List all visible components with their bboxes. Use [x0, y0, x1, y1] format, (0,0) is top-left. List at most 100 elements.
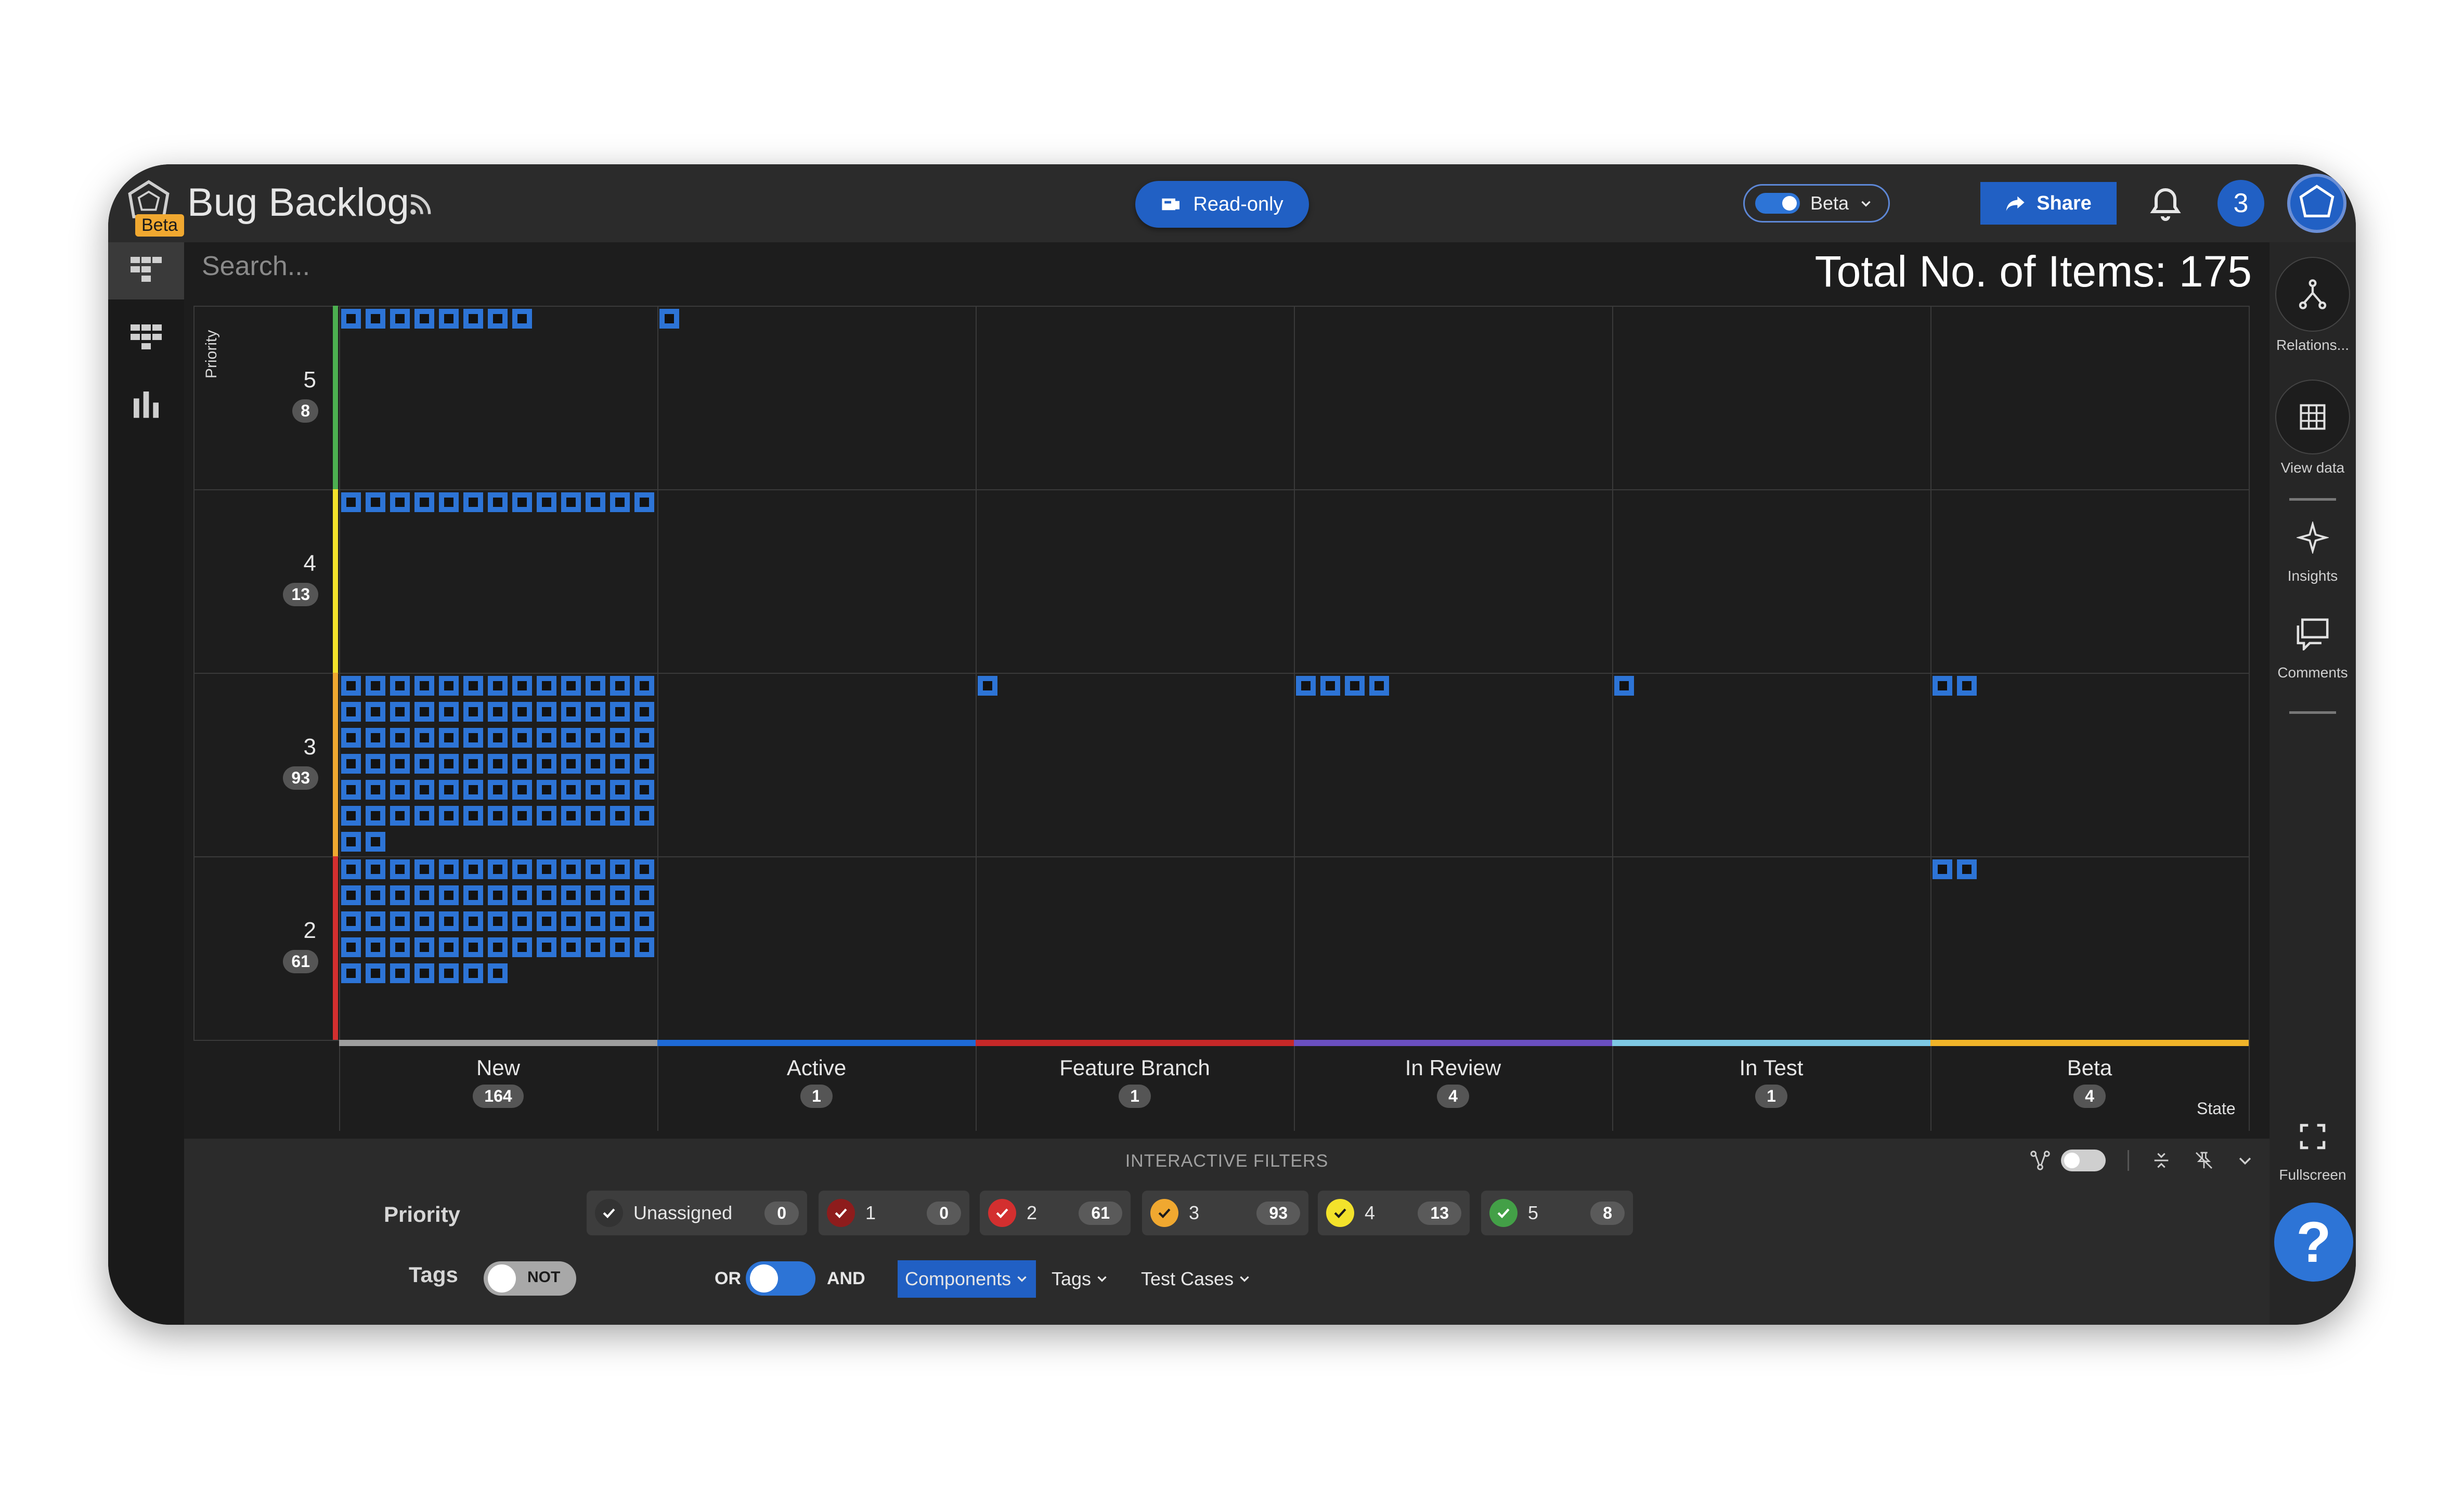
work-item[interactable]: [463, 676, 483, 696]
work-item[interactable]: [512, 676, 532, 696]
tag-dropdown[interactable]: Components: [898, 1260, 1036, 1298]
unpin-icon[interactable]: [2194, 1150, 2214, 1171]
state-column-header[interactable]: In Test 1: [1612, 1055, 1930, 1108]
work-item[interactable]: [512, 492, 532, 512]
work-item[interactable]: [414, 806, 434, 826]
work-item[interactable]: [512, 702, 532, 722]
work-item[interactable]: [586, 676, 605, 696]
work-item[interactable]: [488, 806, 508, 826]
work-item[interactable]: [463, 859, 483, 879]
work-item[interactable]: [463, 754, 483, 774]
work-item[interactable]: [341, 885, 361, 905]
work-item[interactable]: [1957, 676, 1977, 696]
beta-switch[interactable]: [1755, 193, 1800, 214]
work-item[interactable]: [488, 728, 508, 748]
work-item[interactable]: [439, 885, 459, 905]
work-item[interactable]: [537, 937, 556, 957]
work-item[interactable]: [537, 911, 556, 931]
work-item[interactable]: [561, 911, 581, 931]
work-item[interactable]: [439, 780, 459, 800]
work-item[interactable]: [463, 937, 483, 957]
state-column-header[interactable]: In Review 4: [1294, 1055, 1612, 1108]
work-item[interactable]: [634, 492, 654, 512]
work-item[interactable]: [512, 728, 532, 748]
work-item[interactable]: [512, 911, 532, 931]
work-item[interactable]: [586, 780, 605, 800]
work-item[interactable]: [341, 832, 361, 852]
work-item[interactable]: [512, 885, 532, 905]
work-item[interactable]: [341, 702, 361, 722]
work-item[interactable]: [366, 728, 385, 748]
work-item[interactable]: [439, 492, 459, 512]
work-item[interactable]: [610, 937, 630, 957]
work-item[interactable]: [586, 728, 605, 748]
work-item[interactable]: [390, 937, 410, 957]
work-item[interactable]: [439, 702, 459, 722]
work-item[interactable]: [366, 309, 385, 329]
work-item[interactable]: [634, 702, 654, 722]
work-item[interactable]: [366, 937, 385, 957]
work-item[interactable]: [463, 702, 483, 722]
work-item[interactable]: [1957, 859, 1977, 879]
fullscreen-button[interactable]: Fullscreen: [2270, 1111, 2356, 1183]
work-item[interactable]: [1345, 676, 1365, 696]
work-item[interactable]: [366, 492, 385, 512]
work-item[interactable]: [366, 754, 385, 774]
work-item[interactable]: [610, 806, 630, 826]
work-item[interactable]: [463, 780, 483, 800]
work-item[interactable]: [390, 963, 410, 983]
work-item[interactable]: [341, 754, 361, 774]
work-item[interactable]: [659, 309, 679, 329]
work-item[interactable]: [561, 780, 581, 800]
work-item[interactable]: [390, 859, 410, 879]
work-item[interactable]: [414, 963, 434, 983]
work-item[interactable]: [488, 702, 508, 722]
read-only-button[interactable]: Read-only: [1135, 181, 1309, 228]
work-item[interactable]: [414, 676, 434, 696]
work-item[interactable]: [634, 859, 654, 879]
work-item[interactable]: [634, 754, 654, 774]
work-item[interactable]: [512, 309, 532, 329]
work-item[interactable]: [537, 728, 556, 748]
work-item[interactable]: [586, 859, 605, 879]
work-item[interactable]: [610, 911, 630, 931]
work-item[interactable]: [512, 754, 532, 774]
work-item[interactable]: [390, 780, 410, 800]
work-item[interactable]: [488, 937, 508, 957]
work-item[interactable]: [366, 780, 385, 800]
work-item[interactable]: [463, 963, 483, 983]
work-item[interactable]: [414, 911, 434, 931]
work-item[interactable]: [439, 728, 459, 748]
work-item[interactable]: [439, 859, 459, 879]
work-item[interactable]: [366, 676, 385, 696]
work-item[interactable]: [341, 676, 361, 696]
work-item[interactable]: [414, 492, 434, 512]
state-column-header[interactable]: Active 1: [657, 1055, 976, 1108]
priority-chip[interactable]: 4 13: [1318, 1191, 1470, 1235]
work-item[interactable]: [463, 492, 483, 512]
work-item[interactable]: [561, 754, 581, 774]
work-item[interactable]: [390, 885, 410, 905]
priority-chip[interactable]: 2 61: [980, 1191, 1131, 1235]
work-item[interactable]: [586, 885, 605, 905]
work-item[interactable]: [463, 806, 483, 826]
work-item[interactable]: [610, 754, 630, 774]
work-item[interactable]: [512, 937, 532, 957]
work-item[interactable]: [610, 885, 630, 905]
work-item[interactable]: [366, 806, 385, 826]
work-item[interactable]: [366, 859, 385, 879]
beta-toggle[interactable]: Beta: [1743, 184, 1890, 223]
work-item[interactable]: [366, 885, 385, 905]
work-item[interactable]: [390, 728, 410, 748]
nav-charts-view[interactable]: [108, 375, 184, 433]
work-item[interactable]: [488, 885, 508, 905]
work-item[interactable]: [634, 780, 654, 800]
work-item[interactable]: [537, 492, 556, 512]
comments-button[interactable]: Comments: [2270, 608, 2356, 681]
share-button[interactable]: Share: [1980, 182, 2117, 225]
work-item[interactable]: [366, 963, 385, 983]
work-item[interactable]: [634, 885, 654, 905]
work-item[interactable]: [561, 806, 581, 826]
work-item[interactable]: [610, 859, 630, 879]
nav-grid-view[interactable]: [108, 242, 184, 299]
